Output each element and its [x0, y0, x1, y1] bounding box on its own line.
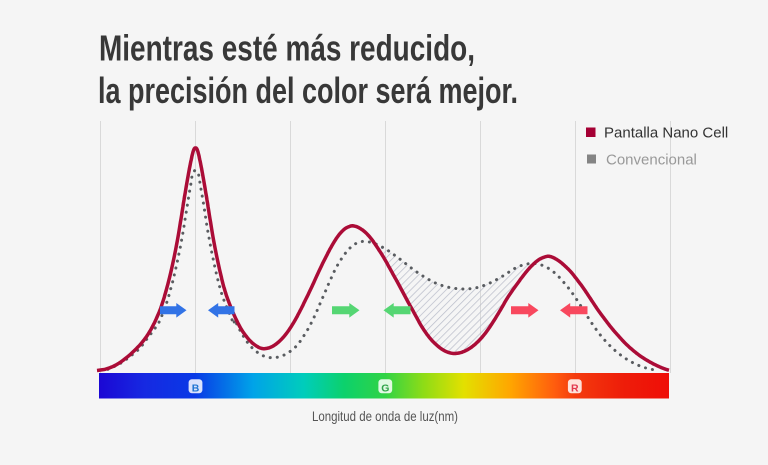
svg-text:G: G [381, 382, 389, 394]
svg-text:B: B [192, 382, 200, 394]
svg-text:R: R [571, 382, 579, 394]
svg-text:la precisión del color será me: la precisión del color será mejor. [98, 70, 518, 111]
svg-text:Pantalla Nano Cell: Pantalla Nano Cell [604, 125, 728, 142]
svg-text:Mientras esté más reducido,: Mientras esté más reducido, [99, 28, 475, 69]
svg-text:Convencional: Convencional [606, 152, 697, 169]
svg-text:Longitud de onda de luz(nm): Longitud de onda de luz(nm) [312, 408, 458, 424]
